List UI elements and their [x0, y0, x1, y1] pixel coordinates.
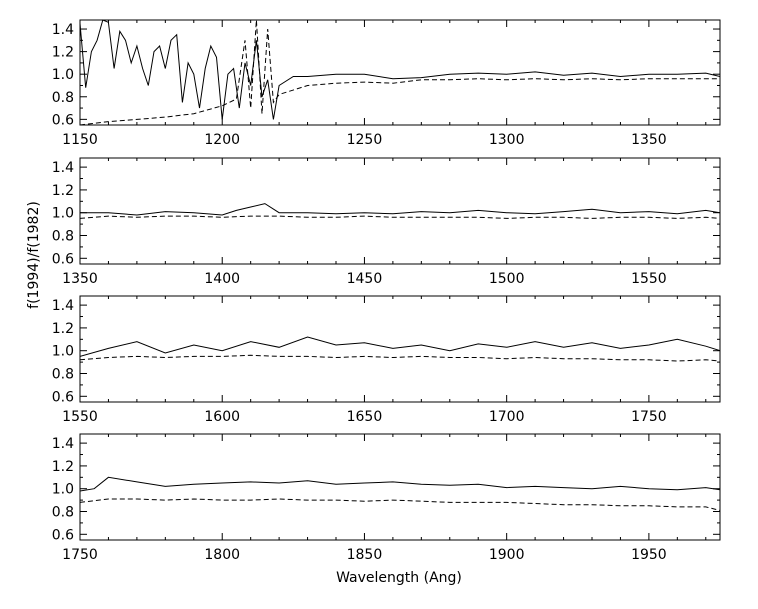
x-axis-title: Wavelength (Ang)	[336, 570, 462, 586]
panel-3-series-solid	[80, 336, 720, 357]
x-tick-label: 1800	[204, 547, 240, 563]
x-tick-label: 1950	[631, 547, 667, 563]
panel-1-frame	[79, 19, 721, 126]
y-tick-label: 0.8	[52, 90, 74, 106]
y-axis-title: f(1994)/f(1982)	[26, 201, 42, 309]
x-tick-label: 1250	[347, 132, 383, 148]
panel-3-series-dashed	[80, 354, 720, 362]
panel-3: 1550 1600 1650 1700 1750 0.6 0.8 1.0 1.2 1.4	[52, 295, 721, 425]
x-tick-label: 1550	[631, 271, 667, 287]
y-tick-label: 1.2	[52, 183, 74, 199]
y-tick-label: 1.2	[52, 459, 74, 475]
panel-3-frame	[79, 295, 721, 403]
x-tick-label: 1750	[62, 547, 98, 563]
y-tick-label: 1.4	[52, 160, 74, 176]
y-tick-label: 0.6	[52, 112, 74, 128]
x-tick-label: 1700	[489, 409, 525, 425]
x-tick-label: 1450	[347, 271, 383, 287]
y-tick-label: 1.2	[52, 45, 74, 61]
x-tick-label: 1900	[489, 547, 525, 563]
panel-1: 1150 1200 1250 1300 1350 0.6 0.8 1.0 1.2 1.4	[52, 19, 721, 148]
x-tick-label: 1350	[631, 132, 667, 148]
y-tick-label: 0.6	[52, 389, 74, 405]
panel-4: 1750 1800 1850 1900 1950 0.6 0.8 1.0 1.2 1.4	[52, 433, 721, 563]
y-tick-label: 1.4	[52, 436, 74, 452]
x-tick-label: 1650	[347, 409, 383, 425]
y-tick-label: 1.4	[52, 298, 74, 314]
panel-4-series-dashed	[80, 498, 720, 511]
panel-2-series-solid	[80, 203, 720, 216]
x-tick-label: 1350	[62, 271, 98, 287]
y-tick-label: 1.0	[52, 67, 74, 83]
x-tick-label: 1300	[489, 132, 525, 148]
x-tick-label: 1750	[631, 409, 667, 425]
y-tick-label: 0.8	[52, 367, 74, 383]
y-tick-label: 0.8	[52, 505, 74, 521]
panel-2-frame	[79, 157, 721, 265]
x-tick-label: 1150	[62, 132, 98, 148]
x-tick-label: 1600	[204, 409, 240, 425]
panel-2-series-dashed	[80, 215, 720, 219]
panel-2: 1350 1400 1450 1500 1550 0.6 0.8 1.0 1.2 1.4	[52, 157, 721, 287]
x-tick-label: 1850	[347, 547, 383, 563]
y-tick-label: 0.6	[52, 527, 74, 543]
panel-4-series-solid	[80, 476, 720, 492]
x-tick-label: 1400	[204, 271, 240, 287]
y-tick-label: 1.4	[52, 22, 74, 38]
x-tick-label: 1550	[62, 409, 98, 425]
y-tick-label: 0.8	[52, 229, 74, 245]
panel-1-series-solid	[80, 19, 720, 120]
panel-4-frame	[79, 433, 721, 541]
x-tick-label: 1200	[204, 132, 240, 148]
y-tick-label: 0.6	[52, 251, 74, 267]
x-tick-label: 1500	[489, 271, 525, 287]
y-tick-label: 1.0	[52, 206, 74, 222]
y-tick-label: 1.0	[52, 344, 74, 360]
panel-1-series-dashed	[80, 19, 720, 126]
y-tick-label: 1.0	[52, 482, 74, 498]
y-tick-label: 1.2	[52, 321, 74, 337]
